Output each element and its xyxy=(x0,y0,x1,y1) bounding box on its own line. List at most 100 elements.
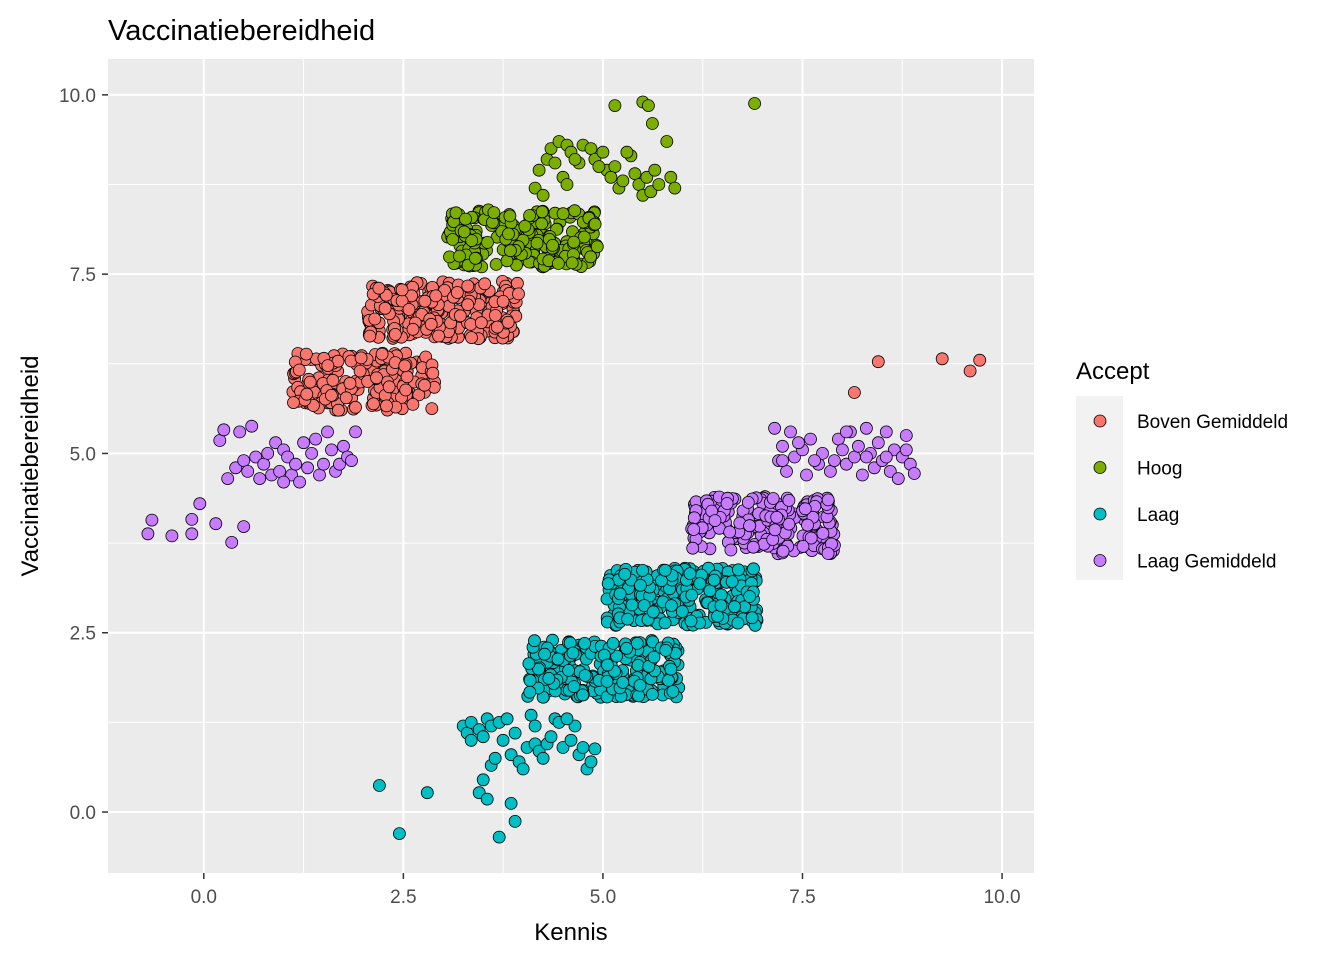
data-point xyxy=(578,637,591,650)
data-point xyxy=(453,309,467,323)
axes: 0.0 2.5 5.0 7.5 10.0 0.0 2.5 5.0 7.5 10.0 xyxy=(59,86,1021,908)
data-point xyxy=(241,464,255,478)
data-point xyxy=(512,287,525,301)
data-point xyxy=(724,543,738,557)
data-point xyxy=(899,429,913,442)
data-point xyxy=(770,510,784,524)
data-point xyxy=(300,387,314,401)
data-point xyxy=(538,647,551,661)
data-point xyxy=(453,249,466,263)
data-point xyxy=(907,467,921,480)
data-point xyxy=(429,289,443,303)
data-point xyxy=(511,276,524,290)
data-point xyxy=(500,712,514,726)
data-point xyxy=(747,562,760,576)
data-point xyxy=(808,454,821,468)
data-point xyxy=(745,611,759,625)
data-point xyxy=(685,588,699,602)
data-point xyxy=(664,170,678,184)
data-point xyxy=(856,468,869,482)
data-point xyxy=(610,649,624,663)
data-point xyxy=(852,439,865,453)
data-point xyxy=(459,212,472,226)
data-point xyxy=(496,294,510,308)
data-point xyxy=(821,547,835,560)
data-point xyxy=(871,355,885,369)
data-point xyxy=(879,450,893,464)
data-point xyxy=(707,573,721,587)
data-point xyxy=(647,650,661,664)
data-point xyxy=(321,425,334,439)
data-point xyxy=(544,142,558,156)
data-point xyxy=(748,97,761,110)
data-point xyxy=(532,163,546,177)
data-point xyxy=(474,316,488,330)
data-point xyxy=(370,371,383,385)
data-point xyxy=(536,751,550,765)
data-point xyxy=(269,436,283,450)
data-point xyxy=(788,450,801,464)
data-point xyxy=(686,541,700,555)
data-point xyxy=(420,786,434,800)
data-point xyxy=(354,351,368,365)
data-point xyxy=(584,250,597,264)
data-point xyxy=(523,674,537,687)
data-point xyxy=(546,238,559,252)
data-point xyxy=(666,685,680,698)
data-point xyxy=(768,523,782,537)
data-point xyxy=(658,616,672,630)
data-point xyxy=(425,402,439,416)
data-point xyxy=(476,773,490,787)
data-point xyxy=(465,234,479,248)
data-point xyxy=(372,281,386,295)
data-point xyxy=(398,359,412,373)
data-point xyxy=(637,599,651,612)
data-point xyxy=(606,637,620,650)
data-point xyxy=(644,185,658,199)
data-point xyxy=(711,609,724,623)
data-point xyxy=(792,436,805,450)
data-point xyxy=(468,251,482,265)
data-point xyxy=(693,577,707,590)
data-point xyxy=(584,755,598,769)
data-point xyxy=(577,230,591,244)
data-point xyxy=(687,511,701,525)
data-point xyxy=(372,779,386,792)
data-point xyxy=(450,286,464,299)
data-point xyxy=(209,517,223,531)
data-point xyxy=(237,454,251,468)
data-point xyxy=(488,751,502,765)
data-point xyxy=(489,257,503,271)
x-axis-title: Kennis xyxy=(534,919,607,946)
data-point xyxy=(524,708,538,722)
data-point xyxy=(566,646,580,660)
data-point xyxy=(141,527,155,541)
data-point xyxy=(562,664,575,677)
data-point xyxy=(418,294,432,308)
data-point xyxy=(544,730,558,744)
y-tick-label: 10.0 xyxy=(59,86,96,107)
data-point xyxy=(504,748,518,762)
data-point xyxy=(301,461,315,475)
data-point xyxy=(406,397,420,411)
data-point xyxy=(309,432,323,446)
data-point xyxy=(633,679,647,692)
data-point xyxy=(532,662,545,676)
x-tick-label: 0.0 xyxy=(191,887,217,908)
data-point xyxy=(848,450,861,464)
legend-label: Laag xyxy=(1137,505,1179,526)
data-point xyxy=(378,301,392,315)
data-point xyxy=(392,827,406,840)
data-point xyxy=(567,680,581,693)
data-point xyxy=(492,830,506,844)
data-point xyxy=(523,685,537,699)
data-point xyxy=(518,219,532,233)
data-point xyxy=(522,657,536,670)
data-point xyxy=(536,188,550,202)
data-point xyxy=(824,464,837,478)
data-point xyxy=(568,152,582,166)
data-point xyxy=(592,160,606,174)
data-point xyxy=(640,170,654,184)
y-axis-title: Vaccinatiebereidheid xyxy=(17,355,44,576)
